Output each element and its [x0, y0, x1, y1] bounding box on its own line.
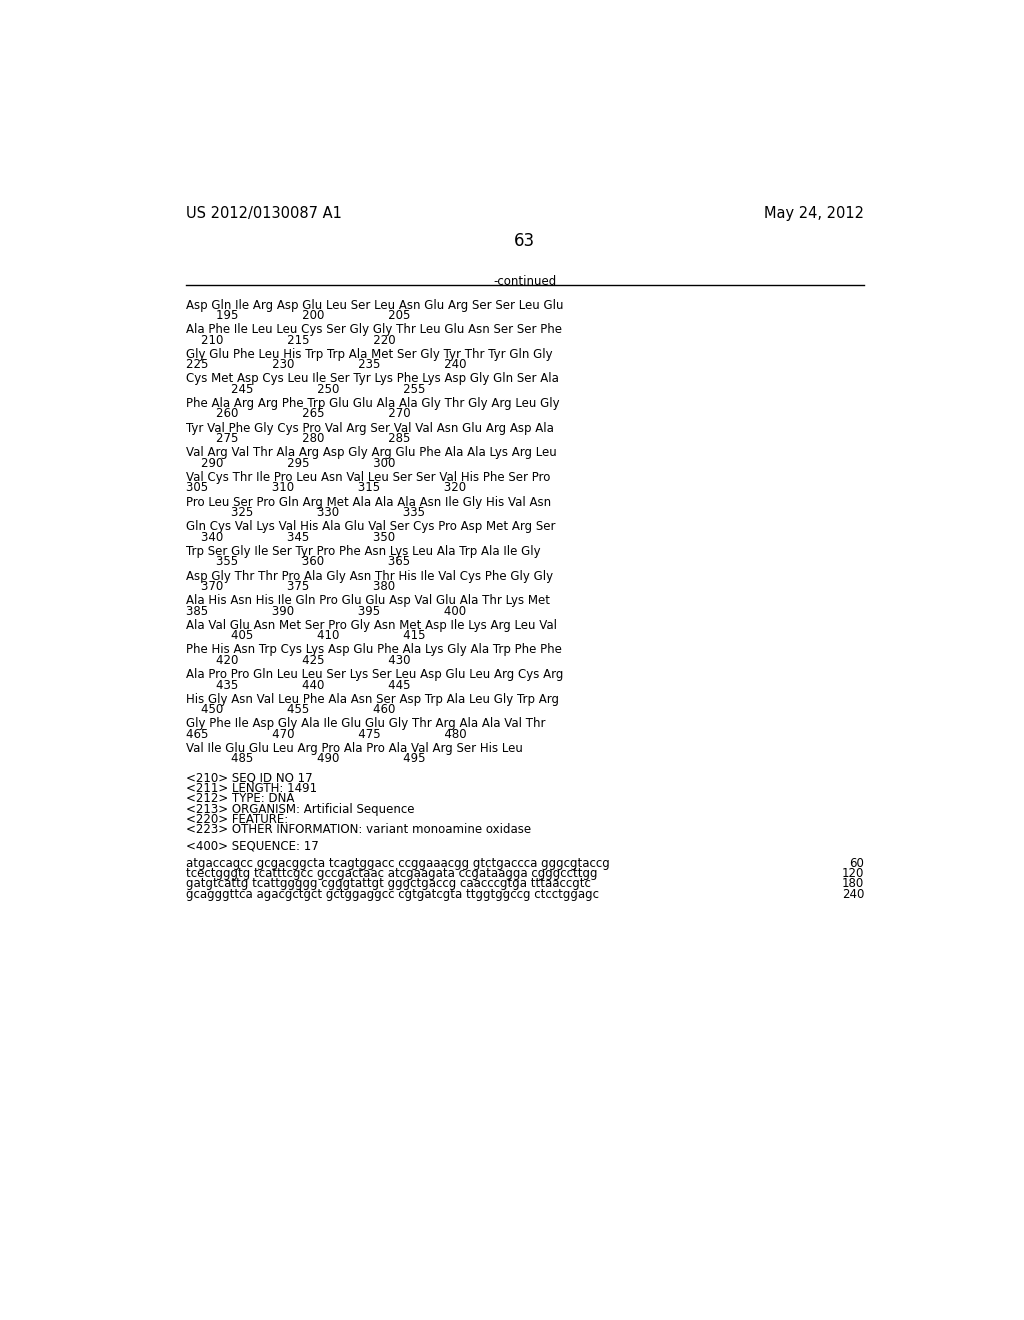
Text: Gln Cys Val Lys Val His Ala Glu Val Ser Cys Pro Asp Met Arg Ser: Gln Cys Val Lys Val His Ala Glu Val Ser … — [186, 520, 556, 533]
Text: 385                 390                 395                 400: 385 390 395 400 — [186, 605, 466, 618]
Text: Ala His Asn His Ile Gln Pro Glu Glu Asp Val Glu Ala Thr Lys Met: Ala His Asn His Ile Gln Pro Glu Glu Asp … — [186, 594, 550, 607]
Text: Ala Val Glu Asn Met Ser Pro Gly Asn Met Asp Ile Lys Arg Leu Val: Ala Val Glu Asn Met Ser Pro Gly Asn Met … — [186, 619, 557, 632]
Text: tcectgggtg tcatttcgcc gccgactaac atcgaagata ccgataagga cgggccttgg: tcectgggtg tcatttcgcc gccgactaac atcgaag… — [186, 867, 598, 880]
Text: 450                 455                 460: 450 455 460 — [186, 704, 395, 717]
Text: <400> SEQUENCE: 17: <400> SEQUENCE: 17 — [186, 840, 318, 853]
Text: Ala Phe Ile Leu Leu Cys Ser Gly Gly Thr Leu Glu Asn Ser Ser Phe: Ala Phe Ile Leu Leu Cys Ser Gly Gly Thr … — [186, 323, 562, 337]
Text: 240: 240 — [842, 888, 864, 900]
Text: 63: 63 — [514, 231, 536, 249]
Text: Asp Gln Ile Arg Asp Glu Leu Ser Leu Asn Glu Arg Ser Ser Leu Glu: Asp Gln Ile Arg Asp Glu Leu Ser Leu Asn … — [186, 298, 563, 312]
Text: 355                 360                 365: 355 360 365 — [186, 556, 411, 569]
Text: Cys Met Asp Cys Leu Ile Ser Tyr Lys Phe Lys Asp Gly Gln Ser Ala: Cys Met Asp Cys Leu Ile Ser Tyr Lys Phe … — [186, 372, 559, 385]
Text: Val Arg Val Thr Ala Arg Asp Gly Arg Glu Phe Ala Ala Lys Arg Leu: Val Arg Val Thr Ala Arg Asp Gly Arg Glu … — [186, 446, 557, 459]
Text: 405                 410                 415: 405 410 415 — [186, 630, 426, 643]
Text: May 24, 2012: May 24, 2012 — [764, 206, 864, 222]
Text: gatgtcattg tcattggggg cgggtattgt gggctgaccg caacccgtga tttaaccgtc: gatgtcattg tcattggggg cgggtattgt gggctga… — [186, 878, 591, 891]
Text: 260                 265                 270: 260 265 270 — [186, 408, 411, 421]
Text: 340                 345                 350: 340 345 350 — [186, 531, 395, 544]
Text: 275                 280                 285: 275 280 285 — [186, 432, 411, 445]
Text: Val Ile Glu Glu Leu Arg Pro Ala Pro Ala Val Arg Ser His Leu: Val Ile Glu Glu Leu Arg Pro Ala Pro Ala … — [186, 742, 523, 755]
Text: Trp Ser Gly Ile Ser Tyr Pro Phe Asn Lys Leu Ala Trp Ala Ile Gly: Trp Ser Gly Ile Ser Tyr Pro Phe Asn Lys … — [186, 545, 541, 558]
Text: 325                 330                 335: 325 330 335 — [186, 506, 425, 519]
Text: Gly Phe Ile Asp Gly Ala Ile Glu Glu Gly Thr Arg Ala Ala Val Thr: Gly Phe Ile Asp Gly Ala Ile Glu Glu Gly … — [186, 718, 546, 730]
Text: 180: 180 — [842, 878, 864, 891]
Text: 485                 490                 495: 485 490 495 — [186, 752, 426, 766]
Text: 435                 440                 445: 435 440 445 — [186, 678, 411, 692]
Text: Ala Pro Pro Gln Leu Leu Ser Lys Ser Leu Asp Glu Leu Arg Cys Arg: Ala Pro Pro Gln Leu Leu Ser Lys Ser Leu … — [186, 668, 563, 681]
Text: 60: 60 — [849, 857, 864, 870]
Text: 120: 120 — [842, 867, 864, 880]
Text: 195                 200                 205: 195 200 205 — [186, 309, 411, 322]
Text: Gly Glu Phe Leu His Trp Trp Ala Met Ser Gly Tyr Thr Tyr Gln Gly: Gly Glu Phe Leu His Trp Trp Ala Met Ser … — [186, 348, 553, 360]
Text: 290                 295                 300: 290 295 300 — [186, 457, 395, 470]
Text: Val Cys Thr Ile Pro Leu Asn Val Leu Ser Ser Val His Phe Ser Pro: Val Cys Thr Ile Pro Leu Asn Val Leu Ser … — [186, 471, 551, 484]
Text: Pro Leu Ser Pro Gln Arg Met Ala Ala Ala Asn Ile Gly His Val Asn: Pro Leu Ser Pro Gln Arg Met Ala Ala Ala … — [186, 496, 551, 508]
Text: US 2012/0130087 A1: US 2012/0130087 A1 — [186, 206, 342, 222]
Text: <213> ORGANISM: Artificial Sequence: <213> ORGANISM: Artificial Sequence — [186, 803, 415, 816]
Text: gcagggttca agacgctgct gctggaggcc cgtgatcgta ttggtggccg ctcctggagc: gcagggttca agacgctgct gctggaggcc cgtgatc… — [186, 888, 599, 900]
Text: Phe His Asn Trp Cys Lys Asp Glu Phe Ala Lys Gly Ala Trp Phe Phe: Phe His Asn Trp Cys Lys Asp Glu Phe Ala … — [186, 644, 562, 656]
Text: <220> FEATURE:: <220> FEATURE: — [186, 813, 289, 826]
Text: Asp Gly Thr Thr Pro Ala Gly Asn Thr His Ile Val Cys Phe Gly Gly: Asp Gly Thr Thr Pro Ala Gly Asn Thr His … — [186, 570, 553, 582]
Text: -continued: -continued — [494, 276, 556, 289]
Text: 210                 215                 220: 210 215 220 — [186, 334, 395, 347]
Text: 225                 230                 235                 240: 225 230 235 240 — [186, 358, 467, 371]
Text: <210> SEQ ID NO 17: <210> SEQ ID NO 17 — [186, 771, 312, 784]
Text: 245                 250                 255: 245 250 255 — [186, 383, 426, 396]
Text: Tyr Val Phe Gly Cys Pro Val Arg Ser Val Val Asn Glu Arg Asp Ala: Tyr Val Phe Gly Cys Pro Val Arg Ser Val … — [186, 422, 554, 434]
Text: atgaccagcc gcgacggcta tcagtggacc ccggaaacgg gtctgaccca gggcgtaccg: atgaccagcc gcgacggcta tcagtggacc ccggaaa… — [186, 857, 610, 870]
Text: Phe Ala Arg Arg Phe Trp Glu Glu Ala Ala Gly Thr Gly Arg Leu Gly: Phe Ala Arg Arg Phe Trp Glu Glu Ala Ala … — [186, 397, 560, 411]
Text: 370                 375                 380: 370 375 380 — [186, 579, 395, 593]
Text: 465                 470                 475                 480: 465 470 475 480 — [186, 727, 467, 741]
Text: 420                 425                 430: 420 425 430 — [186, 653, 411, 667]
Text: <212> TYPE: DNA: <212> TYPE: DNA — [186, 792, 295, 805]
Text: <223> OTHER INFORMATION: variant monoamine oxidase: <223> OTHER INFORMATION: variant monoami… — [186, 824, 531, 837]
Text: His Gly Asn Val Leu Phe Ala Asn Ser Asp Trp Ala Leu Gly Trp Arg: His Gly Asn Val Leu Phe Ala Asn Ser Asp … — [186, 693, 559, 706]
Text: <211> LENGTH: 1491: <211> LENGTH: 1491 — [186, 781, 317, 795]
Text: 305                 310                 315                 320: 305 310 315 320 — [186, 482, 466, 495]
